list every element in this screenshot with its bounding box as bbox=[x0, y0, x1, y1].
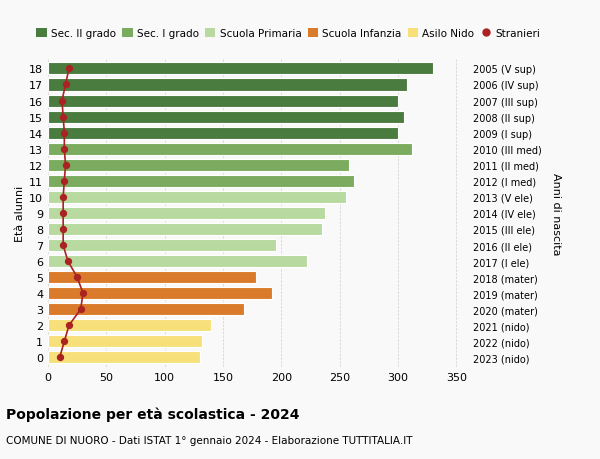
Bar bbox=[48, 95, 398, 107]
Point bbox=[58, 210, 68, 217]
Bar bbox=[48, 191, 346, 203]
Bar bbox=[48, 352, 200, 364]
Bar bbox=[48, 224, 322, 235]
Bar bbox=[48, 207, 325, 219]
Point bbox=[61, 82, 70, 89]
Point bbox=[58, 114, 68, 121]
Bar bbox=[48, 63, 433, 75]
Bar bbox=[48, 112, 404, 123]
Bar bbox=[48, 127, 398, 140]
Point bbox=[59, 178, 69, 185]
Bar bbox=[48, 175, 353, 187]
Bar bbox=[48, 287, 272, 300]
Point bbox=[58, 194, 68, 201]
Text: COMUNE DI NUORO - Dati ISTAT 1° gennaio 2024 - Elaborazione TUTTITALIA.IT: COMUNE DI NUORO - Dati ISTAT 1° gennaio … bbox=[6, 435, 413, 445]
Legend: Sec. II grado, Sec. I grado, Scuola Primaria, Scuola Infanzia, Asilo Nido, Stran: Sec. II grado, Sec. I grado, Scuola Prim… bbox=[32, 25, 544, 43]
Bar bbox=[48, 79, 407, 91]
Bar bbox=[48, 271, 256, 284]
Point bbox=[78, 290, 88, 297]
Point bbox=[59, 146, 69, 153]
Bar bbox=[48, 336, 202, 347]
Y-axis label: Età alunni: Età alunni bbox=[15, 185, 25, 241]
Point bbox=[61, 162, 70, 169]
Point bbox=[59, 338, 69, 345]
Bar bbox=[48, 256, 307, 268]
Point bbox=[59, 130, 69, 137]
Bar bbox=[48, 159, 349, 171]
Point bbox=[58, 242, 68, 249]
Point bbox=[55, 354, 64, 361]
Bar bbox=[48, 319, 211, 331]
Point bbox=[58, 226, 68, 233]
Point bbox=[64, 66, 74, 73]
Point bbox=[57, 98, 67, 105]
Point bbox=[76, 306, 85, 313]
Bar bbox=[48, 303, 244, 315]
Text: Popolazione per età scolastica - 2024: Popolazione per età scolastica - 2024 bbox=[6, 406, 299, 421]
Point bbox=[73, 274, 82, 281]
Y-axis label: Anni di nascita: Anni di nascita bbox=[551, 172, 561, 255]
Bar bbox=[48, 143, 412, 156]
Point bbox=[63, 258, 73, 265]
Bar bbox=[48, 240, 275, 252]
Point bbox=[64, 322, 74, 329]
